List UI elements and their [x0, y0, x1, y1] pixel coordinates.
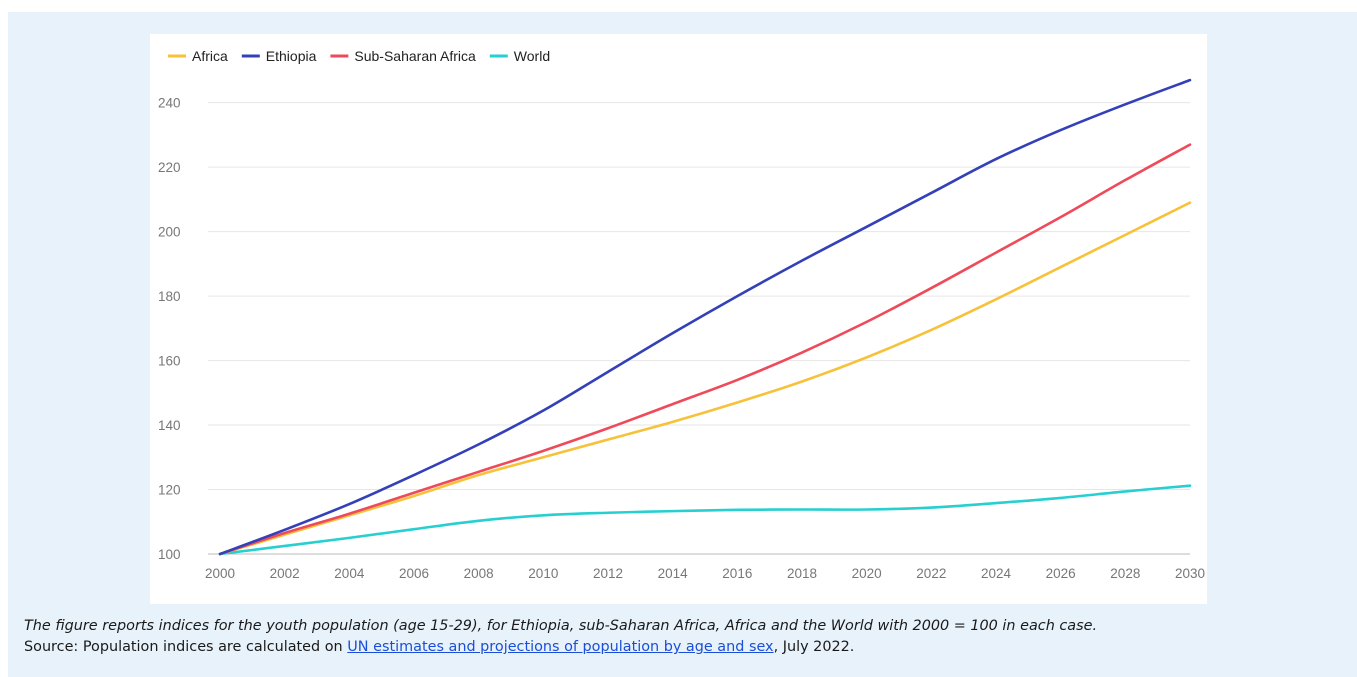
chart-container: 100 120 140 160 180 200 220 240 2000 2002 2004 200… [150, 34, 1207, 604]
legend: Africa Ethiopia Sub-Saharan Africa World [168, 48, 550, 64]
source-link[interactable]: UN estimates and projections of populati… [347, 639, 774, 655]
series-line-sub-saharan-africa [218, 143, 1192, 556]
x-tick-label: 2024 [981, 566, 1012, 581]
figure-caption: The figure reports indices for the youth… [24, 616, 1354, 658]
x-tick-label: 2028 [1110, 566, 1140, 581]
x-tick-label: 2000 [205, 566, 235, 581]
y-tick-label: 120 [158, 483, 181, 498]
x-tick-label: 2014 [658, 566, 689, 581]
x-tick-label: 2012 [593, 566, 623, 581]
x-tick-label: 2004 [334, 566, 365, 581]
series-lines [218, 78, 1192, 556]
x-tick-label: 2006 [399, 566, 429, 581]
x-axis-ticks: 2000 2002 2004 2006 2008 2010 2012 2014 2016 2018… [205, 566, 1205, 581]
caption-source-suffix: , July 2022. [773, 639, 855, 655]
x-tick-label: 2022 [916, 566, 946, 581]
grid-lines [208, 102, 1190, 555]
y-tick-label: 160 [158, 354, 181, 369]
x-tick-label: 2030 [1175, 566, 1205, 581]
y-tick-label: 200 [158, 225, 181, 240]
series-line-africa [218, 201, 1192, 556]
legend-label-world: World [514, 48, 550, 64]
legend-label-ethiopia: Ethiopia [266, 48, 317, 64]
series-line-ethiopia [218, 78, 1192, 556]
caption-source-prefix: Source: Population indices are calculate… [24, 639, 348, 655]
y-axis-ticks: 100 120 140 160 180 200 220 240 [158, 96, 181, 562]
x-tick-label: 2016 [722, 566, 752, 581]
x-tick-label: 2002 [270, 566, 300, 581]
x-tick-label: 2008 [464, 566, 494, 581]
figure-panel: 100 120 140 160 180 200 220 240 2000 2002 2004 200… [8, 12, 1357, 677]
y-tick-label: 240 [158, 96, 181, 111]
legend-label-sub-saharan-africa: Sub-Saharan Africa [354, 48, 476, 64]
y-tick-label: 220 [158, 160, 181, 175]
y-tick-label: 100 [158, 547, 181, 562]
y-tick-label: 140 [158, 418, 181, 433]
x-tick-label: 2010 [528, 566, 558, 581]
x-tick-label: 2026 [1046, 566, 1076, 581]
caption-note: The figure reports indices for the youth… [24, 618, 1098, 634]
series-line-world [218, 484, 1192, 556]
legend-label-africa: Africa [192, 48, 228, 64]
x-tick-label: 2018 [787, 566, 817, 581]
x-tick-label: 2020 [852, 566, 882, 581]
y-tick-label: 180 [158, 289, 181, 304]
